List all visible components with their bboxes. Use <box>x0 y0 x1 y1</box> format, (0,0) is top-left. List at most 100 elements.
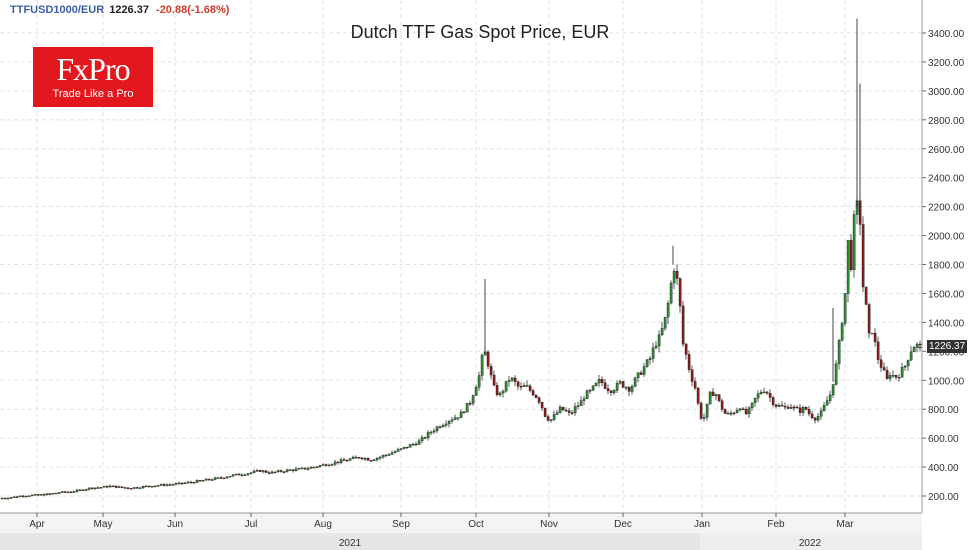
candle <box>303 467 307 470</box>
candle-body <box>210 479 214 481</box>
candle-body <box>549 419 553 421</box>
candle-body <box>315 466 319 468</box>
candle <box>648 355 652 365</box>
candle-body <box>660 328 664 335</box>
candle <box>309 466 313 469</box>
candle-body <box>105 485 109 488</box>
candle <box>138 486 142 490</box>
candle-body <box>111 485 115 488</box>
candle <box>525 380 529 387</box>
chart-grid <box>0 0 922 513</box>
candle-body <box>495 384 499 396</box>
candle <box>351 455 355 460</box>
candle <box>894 374 898 380</box>
candle-body <box>450 419 454 422</box>
candle-body <box>888 375 892 379</box>
candle-body <box>462 411 466 414</box>
candle-body <box>384 454 388 457</box>
candle <box>63 491 67 494</box>
candle <box>354 455 358 459</box>
candle-body <box>498 392 502 396</box>
candle <box>474 384 478 396</box>
candle-body <box>60 491 64 493</box>
candle-body <box>417 440 421 445</box>
candle <box>666 300 670 324</box>
candle-body <box>756 393 760 399</box>
candle-body <box>618 381 622 384</box>
candle-body <box>246 473 250 475</box>
year-label: 2022 <box>799 538 822 549</box>
candle-body <box>774 404 778 407</box>
candle-body <box>861 224 865 288</box>
candle-body <box>840 323 844 341</box>
candle <box>813 416 817 424</box>
candle <box>501 389 505 398</box>
candle <box>318 464 322 469</box>
candle-body <box>807 409 811 415</box>
candle-body <box>489 366 493 376</box>
y-tick-label: 2400.00 <box>928 174 965 185</box>
candle <box>840 321 844 342</box>
candle-body <box>612 390 616 394</box>
candle <box>462 411 466 414</box>
last-price: 1226.37 <box>109 4 149 16</box>
candle-body <box>240 474 244 477</box>
candle <box>828 390 832 404</box>
candle-body <box>846 240 850 294</box>
candle <box>3 497 7 500</box>
candle-body <box>204 478 208 481</box>
candle-body <box>393 451 397 453</box>
candle <box>222 477 226 480</box>
candle <box>918 340 922 352</box>
candle <box>198 480 202 482</box>
candle-body <box>291 469 295 471</box>
candle-body <box>630 386 634 392</box>
candle-body <box>510 377 514 381</box>
candle-body <box>825 400 829 406</box>
candle <box>468 400 472 407</box>
candle-body <box>306 468 310 470</box>
candle-body <box>33 494 37 496</box>
candle <box>165 483 169 487</box>
candle <box>879 355 883 372</box>
candle <box>183 481 187 485</box>
candle-body <box>780 404 784 407</box>
candle-body <box>561 406 565 411</box>
candle-body <box>819 410 823 417</box>
candle <box>687 350 691 373</box>
candle <box>510 376 514 383</box>
candle-body <box>198 480 202 482</box>
candle <box>252 469 256 474</box>
candle <box>267 470 271 475</box>
candle-body <box>663 316 667 329</box>
candle <box>411 442 415 447</box>
candle <box>57 491 61 494</box>
candle-body <box>606 388 610 392</box>
candle <box>18 495 22 498</box>
candle <box>552 410 556 422</box>
candle-body <box>102 485 106 488</box>
candle-body <box>831 384 835 396</box>
candle <box>405 446 409 449</box>
candle <box>228 475 232 478</box>
candle <box>561 406 565 411</box>
candle <box>900 362 904 378</box>
candle <box>714 393 718 401</box>
candle-body <box>183 482 187 485</box>
candle <box>804 406 808 411</box>
candle <box>159 483 163 487</box>
candle <box>225 476 229 479</box>
candle <box>372 459 376 462</box>
candle <box>363 457 367 462</box>
candle <box>297 467 301 470</box>
candle <box>153 485 157 488</box>
candle-body <box>270 471 274 474</box>
candle-body <box>765 391 769 394</box>
candle <box>819 407 823 420</box>
candle-body <box>372 459 376 462</box>
candle-body <box>504 381 508 392</box>
candle <box>696 386 700 406</box>
candle-body <box>525 385 529 387</box>
candle-body <box>564 409 568 412</box>
